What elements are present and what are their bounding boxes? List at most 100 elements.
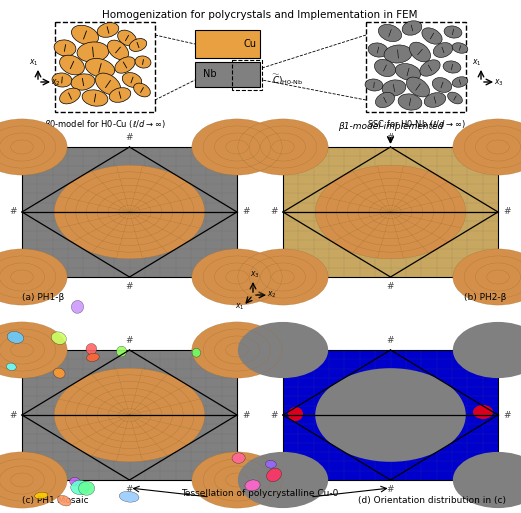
Ellipse shape bbox=[192, 452, 282, 508]
Ellipse shape bbox=[288, 407, 303, 421]
Text: Tessellation of polycrystalline Cu-0: Tessellation of polycrystalline Cu-0 bbox=[181, 489, 339, 498]
Ellipse shape bbox=[115, 57, 135, 73]
Ellipse shape bbox=[52, 73, 72, 87]
Text: #: # bbox=[9, 207, 17, 216]
Ellipse shape bbox=[7, 331, 24, 343]
Text: $\beta$0-model for H0-Cu ($\ell/d \rightarrow \infty$): $\beta$0-model for H0-Cu ($\ell/d \right… bbox=[44, 118, 166, 131]
Text: #: # bbox=[242, 410, 250, 420]
Text: Cu: Cu bbox=[243, 39, 256, 49]
Ellipse shape bbox=[122, 72, 142, 87]
Ellipse shape bbox=[384, 45, 412, 63]
Ellipse shape bbox=[453, 452, 521, 508]
Ellipse shape bbox=[433, 43, 453, 57]
Text: #: # bbox=[126, 485, 133, 494]
Ellipse shape bbox=[70, 478, 80, 486]
Ellipse shape bbox=[117, 346, 127, 357]
Text: (d) Orientation distribution in (c): (d) Orientation distribution in (c) bbox=[358, 496, 506, 505]
Ellipse shape bbox=[107, 40, 129, 60]
Text: #: # bbox=[126, 282, 133, 291]
Ellipse shape bbox=[368, 43, 388, 57]
Ellipse shape bbox=[71, 301, 84, 313]
Ellipse shape bbox=[453, 249, 521, 305]
Text: #: # bbox=[503, 207, 511, 216]
Text: (c) PH1 Mosaic: (c) PH1 Mosaic bbox=[22, 496, 89, 505]
Ellipse shape bbox=[71, 480, 90, 495]
Ellipse shape bbox=[422, 28, 442, 44]
Text: #: # bbox=[242, 207, 250, 216]
Ellipse shape bbox=[238, 119, 328, 175]
Ellipse shape bbox=[52, 332, 67, 344]
Text: #: # bbox=[387, 133, 394, 142]
Ellipse shape bbox=[134, 83, 151, 97]
Text: #: # bbox=[9, 410, 17, 420]
Ellipse shape bbox=[398, 94, 422, 110]
Ellipse shape bbox=[82, 90, 108, 106]
Text: $x_3$: $x_3$ bbox=[494, 78, 504, 89]
Ellipse shape bbox=[378, 25, 402, 42]
Bar bbox=[283, 350, 498, 480]
Ellipse shape bbox=[118, 30, 137, 46]
Ellipse shape bbox=[119, 491, 139, 502]
Ellipse shape bbox=[97, 23, 119, 37]
Ellipse shape bbox=[453, 322, 521, 378]
Ellipse shape bbox=[6, 363, 16, 370]
Text: #: # bbox=[126, 133, 133, 142]
Ellipse shape bbox=[473, 405, 493, 419]
Ellipse shape bbox=[315, 368, 466, 462]
Bar bbox=[22, 147, 237, 277]
Text: #: # bbox=[503, 410, 511, 420]
Ellipse shape bbox=[382, 80, 406, 96]
Ellipse shape bbox=[95, 73, 120, 95]
Ellipse shape bbox=[0, 452, 67, 508]
Ellipse shape bbox=[54, 165, 205, 259]
Text: $x_1$: $x_1$ bbox=[29, 58, 39, 69]
Ellipse shape bbox=[77, 42, 109, 62]
Text: $x_1$: $x_1$ bbox=[234, 301, 244, 312]
Text: #: # bbox=[387, 282, 394, 291]
Ellipse shape bbox=[402, 21, 422, 35]
Ellipse shape bbox=[71, 25, 98, 45]
Ellipse shape bbox=[265, 460, 276, 468]
Ellipse shape bbox=[54, 40, 76, 56]
Ellipse shape bbox=[0, 119, 67, 175]
Bar bbox=[195, 30, 260, 58]
Ellipse shape bbox=[54, 368, 65, 378]
Ellipse shape bbox=[59, 55, 84, 75]
Ellipse shape bbox=[192, 322, 282, 378]
Ellipse shape bbox=[406, 77, 430, 97]
Ellipse shape bbox=[432, 77, 452, 92]
Ellipse shape bbox=[476, 462, 492, 474]
Ellipse shape bbox=[293, 355, 311, 367]
FancyBboxPatch shape bbox=[366, 22, 466, 112]
Bar bbox=[195, 62, 260, 87]
Bar bbox=[22, 350, 237, 480]
Text: $x_2$: $x_2$ bbox=[51, 78, 61, 89]
Ellipse shape bbox=[54, 368, 205, 462]
Ellipse shape bbox=[448, 92, 462, 104]
Ellipse shape bbox=[192, 119, 282, 175]
Ellipse shape bbox=[395, 64, 421, 81]
Text: #: # bbox=[126, 336, 133, 345]
Ellipse shape bbox=[192, 348, 201, 357]
Text: (a) PH1-β: (a) PH1-β bbox=[22, 293, 64, 302]
Ellipse shape bbox=[238, 452, 328, 508]
Ellipse shape bbox=[232, 453, 245, 463]
Ellipse shape bbox=[478, 358, 493, 368]
Text: $x_1$: $x_1$ bbox=[472, 58, 482, 69]
Text: β1-model implemented: β1-model implemented bbox=[338, 122, 443, 131]
FancyBboxPatch shape bbox=[55, 22, 155, 112]
Ellipse shape bbox=[452, 43, 468, 53]
Circle shape bbox=[252, 294, 254, 296]
Ellipse shape bbox=[315, 165, 466, 259]
Ellipse shape bbox=[0, 249, 67, 305]
Text: $x_2$: $x_2$ bbox=[267, 290, 277, 301]
Ellipse shape bbox=[0, 322, 67, 378]
Ellipse shape bbox=[410, 42, 430, 62]
Text: $x_3$: $x_3$ bbox=[250, 269, 260, 280]
Ellipse shape bbox=[365, 79, 383, 91]
Ellipse shape bbox=[267, 468, 281, 482]
Ellipse shape bbox=[109, 88, 131, 102]
Ellipse shape bbox=[444, 26, 462, 38]
Ellipse shape bbox=[85, 58, 115, 77]
Ellipse shape bbox=[443, 61, 461, 73]
